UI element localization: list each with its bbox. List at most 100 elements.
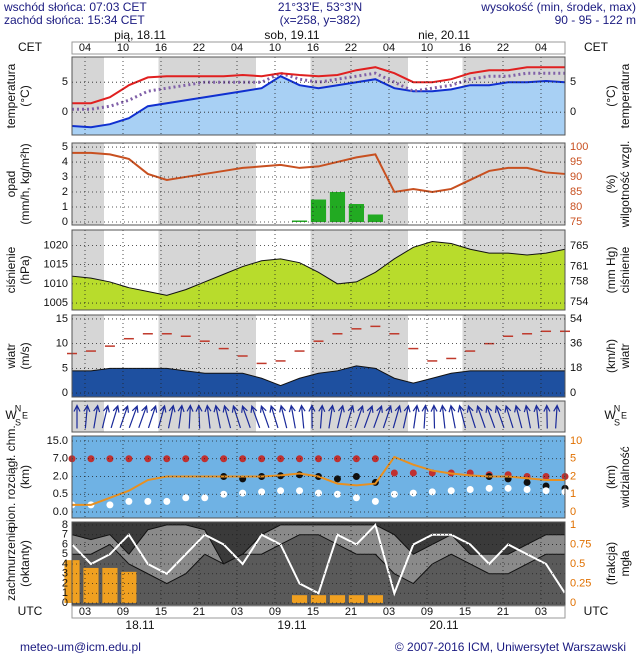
dot xyxy=(315,489,322,497)
cet-tick-label: 10 xyxy=(269,42,281,54)
y2-tick-label: 754 xyxy=(570,296,588,308)
dot xyxy=(485,484,493,492)
bar xyxy=(310,595,327,603)
dot xyxy=(239,455,247,463)
y2-tick-label: 90 xyxy=(570,171,582,183)
bar xyxy=(367,595,383,603)
dot xyxy=(296,487,304,495)
day-label: 18.11 xyxy=(125,618,154,632)
dot xyxy=(371,455,379,463)
heights: 90 - 95 - 122 m xyxy=(555,13,636,27)
y-tick-label: 15.0 xyxy=(47,435,68,447)
wind-arrow xyxy=(204,404,212,429)
y2-tick-label: 100 xyxy=(570,141,588,153)
y2-axis-title: (km) xyxy=(604,465,618,489)
y2-tick-label: 765 xyxy=(570,240,588,252)
wind-arrow xyxy=(328,404,336,429)
dot xyxy=(87,455,95,463)
wind-arrow xyxy=(382,404,393,429)
coords: 21°33'E, 53°3'N xyxy=(278,0,362,14)
dot xyxy=(466,486,474,494)
y2-axis-title: (°C) xyxy=(604,85,618,106)
wind-arrow xyxy=(412,404,420,429)
wind-arrow xyxy=(466,404,476,429)
y2-axis-title: wiatr xyxy=(618,343,632,369)
compass: W xyxy=(5,408,17,422)
y-axis-title: temperatura xyxy=(4,63,18,128)
y-tick-label: 5 xyxy=(62,362,68,374)
panel-frame xyxy=(71,521,566,606)
contact: meteo-um@icm.edu.pl xyxy=(20,640,141,654)
utc-tick-label: 21 xyxy=(497,606,509,618)
y2-axis-title: (%) xyxy=(604,175,618,194)
y-tick-label: 2 xyxy=(62,186,68,198)
wind-arrow xyxy=(241,404,251,429)
y-tick-label: 0 xyxy=(62,387,68,399)
dot xyxy=(428,488,436,496)
y2-axis-title: widzialność xyxy=(618,446,632,508)
wind-arrow xyxy=(110,404,120,429)
wind-arrow xyxy=(138,404,148,429)
y2-tick-label: 18 xyxy=(570,362,582,374)
wind-arrow xyxy=(213,404,221,429)
y2-axis-title: (frakcja) xyxy=(604,542,618,585)
bar xyxy=(367,214,383,223)
day-band xyxy=(104,143,159,225)
compass: E xyxy=(621,410,627,420)
cet-tick-label: 22 xyxy=(345,42,357,54)
utc-tick-label: 15 xyxy=(459,606,471,618)
dot xyxy=(106,455,114,463)
dot xyxy=(409,469,417,477)
y-tick-label: 4 xyxy=(62,156,68,168)
wind-arrow xyxy=(402,404,411,429)
bar xyxy=(348,595,365,603)
dot xyxy=(220,490,228,498)
panel-frame xyxy=(71,142,566,226)
wind-arrow xyxy=(504,404,514,429)
y-axis-title: (oktanty) xyxy=(18,540,32,587)
grid-point: (x=258, y=382) xyxy=(280,13,361,27)
dot xyxy=(333,455,341,463)
y2-tick-label: 1 xyxy=(570,519,576,531)
copyright: © 2007-2016 ICM, Uniwersytet Warszawski xyxy=(395,640,626,654)
utc-tick-label: 15 xyxy=(307,606,319,618)
y-tick-label: 1015 xyxy=(44,259,68,271)
wind-arrow xyxy=(186,404,194,429)
wind-arrow xyxy=(259,404,270,429)
y-tick-label: 1010 xyxy=(44,278,68,290)
bar xyxy=(348,204,365,223)
utc-tick-label: 09 xyxy=(117,606,129,618)
compass: S xyxy=(614,417,620,427)
wind-arrow xyxy=(430,404,438,429)
day-label: nie, 20.11 xyxy=(418,28,470,42)
y2-tick-label: 0.25 xyxy=(570,577,591,589)
wind-arrow xyxy=(147,404,158,429)
y2-tick-label: 75 xyxy=(570,216,582,228)
y2-tick-label: 0 xyxy=(570,387,576,399)
area xyxy=(71,534,566,606)
utc-tick-label: 21 xyxy=(345,606,357,618)
y2-tick-label: 36 xyxy=(570,338,582,350)
dot xyxy=(182,455,190,463)
y-tick-label: 1020 xyxy=(44,239,68,251)
dot xyxy=(258,455,266,463)
line xyxy=(71,522,566,597)
y-tick-label: 3 xyxy=(62,568,68,580)
wind-arrow xyxy=(533,404,541,429)
utc-tick-label: 03 xyxy=(383,606,395,618)
day-label: 20.11 xyxy=(429,618,458,632)
bar xyxy=(329,192,346,223)
cet-tick-label: 16 xyxy=(459,42,471,54)
wind-arrow xyxy=(439,404,447,429)
compass: W xyxy=(604,408,616,422)
line xyxy=(72,71,565,111)
utc-label: UTC xyxy=(584,604,609,618)
dot xyxy=(163,497,171,505)
wind-arrow xyxy=(494,404,505,429)
wind-arrow xyxy=(73,404,81,429)
sunset: zachód słońca: 15:34 CET xyxy=(4,13,145,27)
y2-tick-label: 0 xyxy=(570,106,576,118)
day-band xyxy=(408,401,463,432)
compass: E xyxy=(22,410,28,420)
wind-arrow xyxy=(448,404,456,429)
